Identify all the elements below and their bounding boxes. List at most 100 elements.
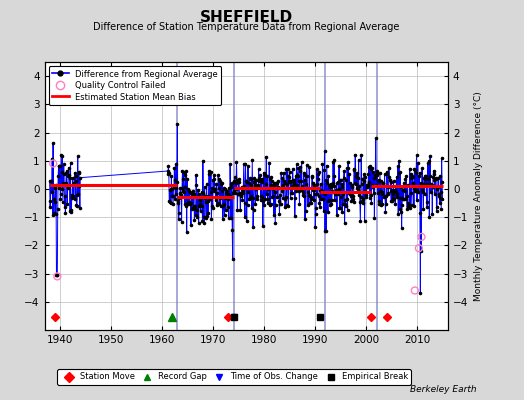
Point (438, 155, 446, 161)
Point (359, 178, 368, 184)
Point (341, 220, 349, 226)
Point (309, 180, 317, 186)
Point (286, 194, 294, 201)
Point (359, 200, 367, 206)
Point (252, 184, 260, 190)
Point (334, 186, 343, 192)
Point (384, 190, 392, 196)
Point (245, 175, 254, 182)
Point (239, 186, 247, 193)
Point (336, 205, 345, 212)
Point (236, 190, 244, 196)
Point (172, 191, 181, 197)
Point (356, 199, 364, 206)
Point (261, 180, 270, 187)
Point (373, 170, 381, 176)
Point (172, 161, 180, 167)
Point (65, 172, 73, 178)
Point (262, 154, 270, 160)
Point (205, 195, 214, 201)
Point (265, 185, 273, 191)
Point (326, 184, 335, 190)
Point (409, 174, 417, 180)
Point (220, 200, 228, 207)
Point (394, 163, 402, 170)
Point (339, 180, 347, 187)
Point (279, 170, 288, 176)
Point (71, 178, 80, 184)
Point (308, 174, 316, 180)
Point (396, 206, 404, 212)
Point (53, 272, 61, 278)
Point (269, 180, 278, 186)
Point (367, 200, 376, 206)
Point (59, 199, 67, 205)
Point (400, 188, 409, 194)
Point (336, 177, 345, 184)
Point (316, 180, 325, 187)
Point (298, 183, 307, 190)
Point (352, 170, 361, 176)
Point (176, 189, 184, 196)
Point (290, 183, 298, 190)
Point (391, 201, 399, 207)
Point (260, 202, 268, 208)
Point (165, 170, 173, 176)
Point (230, 178, 238, 185)
Point (200, 184, 209, 190)
Point (419, 189, 427, 195)
Point (406, 166, 414, 172)
Point (350, 198, 358, 205)
Point (218, 180, 226, 186)
Point (421, 176, 430, 182)
Point (416, 210, 424, 217)
Point (410, 203, 418, 209)
Point (399, 196, 408, 203)
Text: Difference of Station Temperature Data from Regional Average: Difference of Station Temperature Data f… (93, 22, 399, 32)
Point (180, 169, 188, 175)
Point (404, 203, 412, 209)
Point (248, 195, 257, 202)
Point (52, 272, 61, 278)
Point (330, 183, 338, 189)
Point (233, 177, 241, 183)
Point (248, 157, 256, 163)
Point (407, 170, 415, 177)
Point (50, 199, 59, 205)
Point (271, 202, 280, 208)
Point (188, 204, 196, 211)
Point (362, 194, 370, 201)
Point (240, 182, 248, 189)
Point (186, 200, 194, 207)
Point (259, 198, 267, 204)
Point (368, 164, 376, 171)
Point (286, 179, 294, 186)
Point (379, 183, 388, 189)
Point (294, 165, 302, 171)
Point (185, 189, 194, 195)
Point (168, 193, 177, 200)
Point (431, 191, 439, 197)
Point (277, 201, 285, 207)
Point (402, 196, 410, 202)
Point (330, 156, 339, 163)
Point (223, 204, 232, 210)
Point (432, 208, 441, 215)
Point (293, 182, 301, 188)
Point (348, 182, 356, 188)
Point (311, 211, 320, 217)
Point (358, 198, 367, 204)
Point (356, 217, 365, 224)
Point (378, 188, 387, 195)
Point (244, 188, 253, 195)
Point (354, 156, 363, 163)
Point (207, 216, 215, 222)
Point (270, 181, 279, 188)
Point (332, 190, 340, 196)
Point (59, 180, 68, 186)
Point (316, 203, 324, 210)
Point (379, 180, 388, 186)
Point (435, 195, 444, 201)
Point (219, 202, 227, 209)
Point (249, 224, 257, 230)
